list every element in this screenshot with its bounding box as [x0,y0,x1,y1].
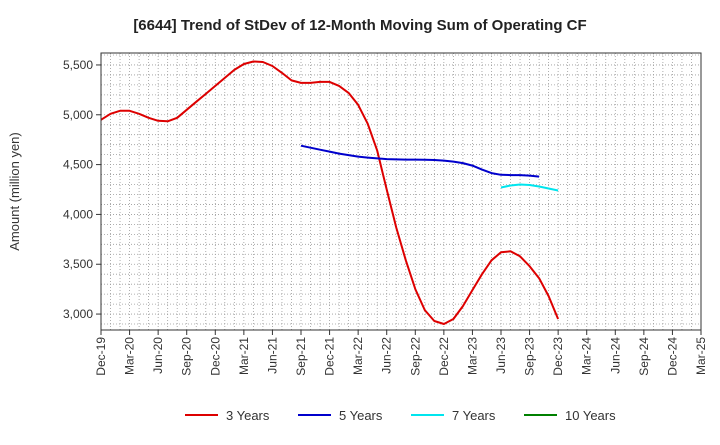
x-tick-label: Sep-20 [180,337,194,376]
x-tick-label: Mar-22 [351,337,365,375]
legend: 3 Years 5 Years 7 Years 10 Years [185,408,616,423]
x-tick-label: Jun-21 [265,337,279,374]
x-tick-label: Mar-25 [694,337,708,375]
x-tick-label: Mar-20 [123,337,137,375]
x-tick-label: Jun-24 [608,337,622,374]
x-tick-label: Jun-20 [151,337,165,374]
x-tick-label: Dec-21 [323,337,337,376]
legend-label: 5 Years [339,408,383,423]
series-lines [100,60,560,325]
x-axis: Dec-19 Mar-20 Jun-20 Sep-20 Dec-20 Mar-21 Jun-… [94,330,708,376]
chart-title: [6644] Trend of StDev of 12-Month Moving… [133,17,586,34]
x-tick-label: Dec-20 [208,337,222,376]
legend-label: 7 Years [452,408,496,423]
x-tick-label: Dec-19 [94,337,108,376]
x-tick-label: Sep-21 [294,337,308,376]
x-tick-label: Jun-23 [494,337,508,374]
x-tick-label: Sep-24 [637,337,651,376]
x-tick-label: Dec-23 [551,337,565,376]
legend-label: 3 Years [226,408,270,423]
x-tick-label: Sep-22 [408,337,422,376]
y-tick-label: 3,500 [63,257,93,271]
y-tick-label: 4,000 [63,207,93,221]
y-tick-label: 4,500 [63,158,93,172]
x-tick-label: Mar-24 [580,337,594,375]
series-line [500,183,559,192]
x-tick-label: Jun-22 [380,337,394,374]
grid-lines [100,53,702,330]
y-tick-label: 5,500 [63,58,93,72]
y-tick-label: 5,000 [63,108,93,122]
series-line [300,144,540,178]
x-tick-label: Dec-24 [665,337,679,376]
y-tick-label: 3,000 [63,307,93,321]
y-axis: 3,000 3,500 4,000 4,500 5,000 5,500 [63,58,101,321]
x-tick-label: Sep-23 [523,337,537,376]
x-tick-label: Dec-22 [437,337,451,376]
series-line [100,60,560,325]
legend-label: 10 Years [565,408,616,423]
x-tick-label: Mar-23 [465,337,479,375]
x-tick-label: Mar-21 [237,337,251,375]
y-axis-title: Amount (million yen) [7,132,22,251]
plot-frame [100,52,702,331]
